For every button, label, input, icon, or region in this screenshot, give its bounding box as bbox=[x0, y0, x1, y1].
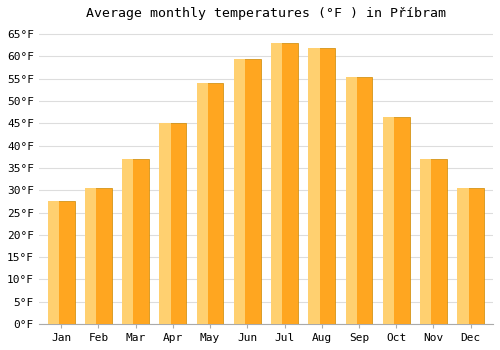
Bar bbox=[234, 59, 260, 324]
Bar bbox=[458, 188, 484, 324]
Bar bbox=[308, 48, 335, 324]
Bar bbox=[383, 117, 409, 324]
Bar bbox=[420, 159, 447, 324]
Bar bbox=[458, 188, 468, 324]
Bar bbox=[308, 48, 320, 324]
Bar bbox=[346, 77, 357, 324]
Bar bbox=[271, 43, 282, 324]
Bar bbox=[196, 83, 224, 324]
Bar bbox=[85, 188, 112, 324]
Bar bbox=[160, 123, 170, 324]
Bar bbox=[48, 201, 74, 324]
Bar bbox=[383, 117, 394, 324]
Title: Average monthly temperatures (°F ) in Příbram: Average monthly temperatures (°F ) in Př… bbox=[86, 7, 446, 20]
Bar bbox=[122, 159, 134, 324]
Bar bbox=[160, 123, 186, 324]
Bar bbox=[346, 77, 372, 324]
Bar bbox=[271, 43, 298, 324]
Bar bbox=[122, 159, 149, 324]
Bar bbox=[196, 83, 208, 324]
Bar bbox=[48, 201, 59, 324]
Bar bbox=[420, 159, 432, 324]
Bar bbox=[234, 59, 245, 324]
Bar bbox=[85, 188, 96, 324]
